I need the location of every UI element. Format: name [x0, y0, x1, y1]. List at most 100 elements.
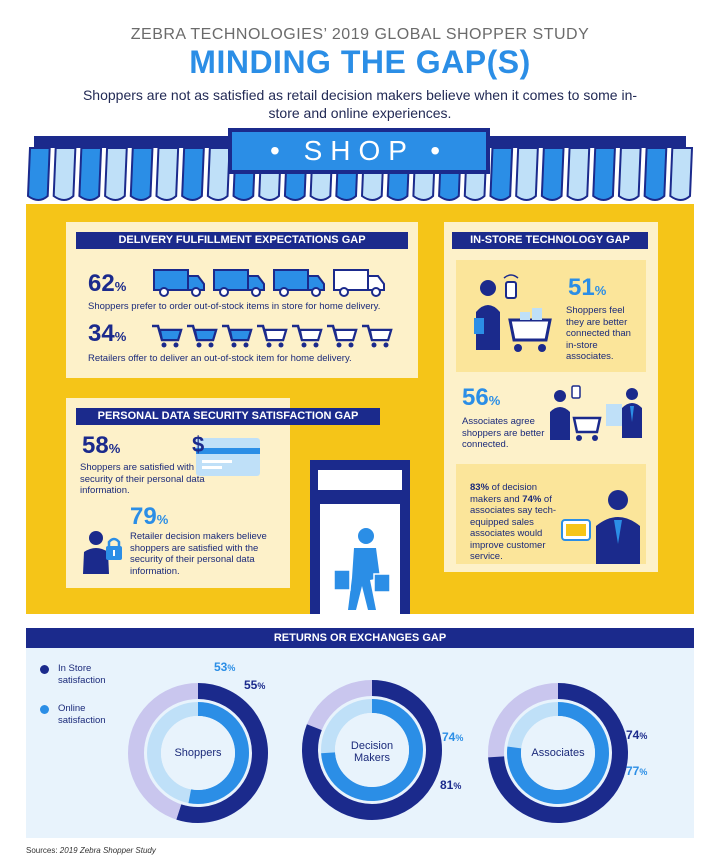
delivery-stat1: 62% — [88, 270, 126, 298]
associates-instore-pct: 74% — [626, 728, 648, 742]
cart-icon — [187, 324, 218, 348]
cart-icon — [257, 324, 288, 348]
shop-sign: • SHOP • — [228, 128, 490, 174]
tablet-associate-icon — [561, 490, 640, 564]
awning-stripe — [104, 147, 128, 201]
donut-label-decision-makers: Decision Makers — [350, 740, 394, 764]
security-stat2-value: 79 — [130, 503, 157, 530]
awning-stripe — [489, 147, 514, 201]
awning-stripe — [181, 147, 205, 201]
awning-stripe — [26, 147, 51, 201]
instore-stat1-text: Shoppers feel they are better connected … — [566, 305, 631, 362]
legend-instore-label: In Store satisfaction — [58, 663, 106, 686]
donut-label-associates: Associates — [531, 747, 585, 759]
instore-label: IN-STORE TECHNOLOGY GAP — [452, 232, 648, 249]
donut-instore-arc — [176, 683, 268, 823]
security-stat2-text: Retailer decision makers believe shopper… — [130, 531, 267, 577]
door-transom-window — [318, 470, 402, 490]
security-stat1-unit: % — [108, 441, 121, 456]
donut-hole — [161, 716, 235, 790]
instore-stat3-b: of decision makers and — [470, 482, 538, 505]
truck-icon-row — [153, 269, 385, 297]
instore-stat1-value: 51 — [568, 274, 595, 301]
security-stat2-unit: % — [156, 512, 169, 527]
delivery-stat2-value: 34 — [88, 320, 115, 347]
header-subtitle: Shoppers are not as satisfied as retail … — [82, 87, 638, 121]
instore-stat3-a: 83% — [470, 482, 490, 493]
awning-stripe — [78, 147, 103, 201]
shopper-bags-icon — [333, 528, 391, 610]
instore-stat3-d: of associates say tech-equipped sales as… — [470, 493, 557, 563]
donut-chart — [128, 683, 268, 823]
credit-card-icon: $ — [192, 434, 260, 476]
awning-stripe — [669, 147, 694, 201]
cart-icon — [327, 324, 358, 348]
shop-awning — [26, 136, 694, 201]
truck-icon — [333, 269, 385, 297]
donut-online-arc — [321, 699, 423, 801]
donut-chart — [302, 680, 442, 820]
returns-donut-charts — [128, 680, 628, 823]
instore-stat1-unit: % — [594, 283, 607, 298]
donut-hole — [335, 713, 409, 787]
associates-online-pct: 77% — [626, 764, 648, 778]
header-supertitle: ZEBRA TECHNOLOGIES’ 2019 GLOBAL SHOPPER … — [130, 26, 590, 43]
legend-instore-dot — [40, 665, 49, 674]
awning-stripe — [617, 147, 642, 201]
awning-stripe — [129, 147, 154, 201]
instore-stat2-value: 56 — [462, 384, 489, 411]
delivery-stat2: 34% — [88, 320, 126, 348]
delivery-label: DELIVERY FULFILLMENT EXPECTATIONS GAP — [76, 232, 408, 249]
cart-icon — [292, 324, 323, 348]
donut-instore-arc — [302, 680, 442, 820]
awning-stripe — [643, 147, 668, 201]
security-stat1: 58% — [82, 432, 120, 460]
truck-icon — [213, 269, 265, 297]
awning-stripe — [566, 147, 591, 201]
instore-stat3-text: 83% of decision makers and 74% of associ… — [470, 482, 566, 563]
instore-stat2-text: Associates agree shoppers are better con… — [462, 416, 545, 450]
donut-chart — [488, 683, 628, 823]
awning-stripe — [206, 147, 231, 201]
awning-stripe — [155, 147, 180, 201]
delivery-stat1-unit: % — [114, 279, 127, 294]
instore-stat2-unit: % — [488, 393, 501, 408]
legend-online-label: Online satisfaction — [58, 703, 106, 726]
security-stat2: 79% — [130, 503, 168, 531]
cart-icon — [362, 324, 393, 348]
page-title: MINDING THE GAP(S) — [189, 44, 531, 80]
decision-makers-instore-pct: 81% — [440, 778, 462, 792]
awning-stripe — [52, 147, 77, 201]
security-stat1-value: 58 — [82, 432, 109, 459]
truck-icon — [273, 269, 325, 297]
legend-online-dot — [40, 705, 49, 714]
associate-shopper-icon — [550, 385, 642, 441]
security-label: PERSONAL DATA SECURITY SATISFACTION GAP — [76, 408, 380, 425]
cart-icon — [152, 324, 183, 348]
security-stat1-text: Shoppers are satisfied with the security… — [80, 462, 210, 496]
donut-online-arc — [507, 702, 609, 804]
instore-stat1: 51% — [568, 274, 606, 302]
decision-makers-online-pct: 74% — [442, 730, 464, 744]
awning-stripe — [592, 147, 616, 201]
donut-instore-arc — [488, 683, 628, 823]
donut-label-shoppers: Shoppers — [174, 747, 222, 759]
instore-stat3-c: 74% — [522, 493, 542, 505]
sources-note: Sources: 2019 Zebra Shopper Study — [26, 846, 156, 855]
shopper-phone-cart-icon — [474, 274, 552, 352]
delivery-stat2-text: Retailers offer to deliver an out-of-sto… — [88, 353, 352, 364]
delivery-stat1-text: Shoppers prefer to order out-of-stock it… — [88, 301, 381, 312]
truck-icon — [153, 269, 205, 297]
cart-icon — [222, 324, 253, 348]
donut-online-arc — [188, 702, 249, 804]
instore-stat2: 56% — [462, 384, 500, 412]
shoppers-instore-pct: 55% — [244, 678, 266, 692]
cart-icon-row — [152, 324, 393, 348]
delivery-stat2-unit: % — [114, 329, 127, 344]
secure-user-icon — [83, 531, 122, 574]
awning-stripe — [540, 147, 565, 201]
donut-hole — [521, 716, 595, 790]
svg-text:$: $ — [192, 434, 204, 457]
awning-stripe — [515, 147, 539, 201]
returns-label: RETURNS OR EXCHANGES GAP — [26, 628, 694, 648]
